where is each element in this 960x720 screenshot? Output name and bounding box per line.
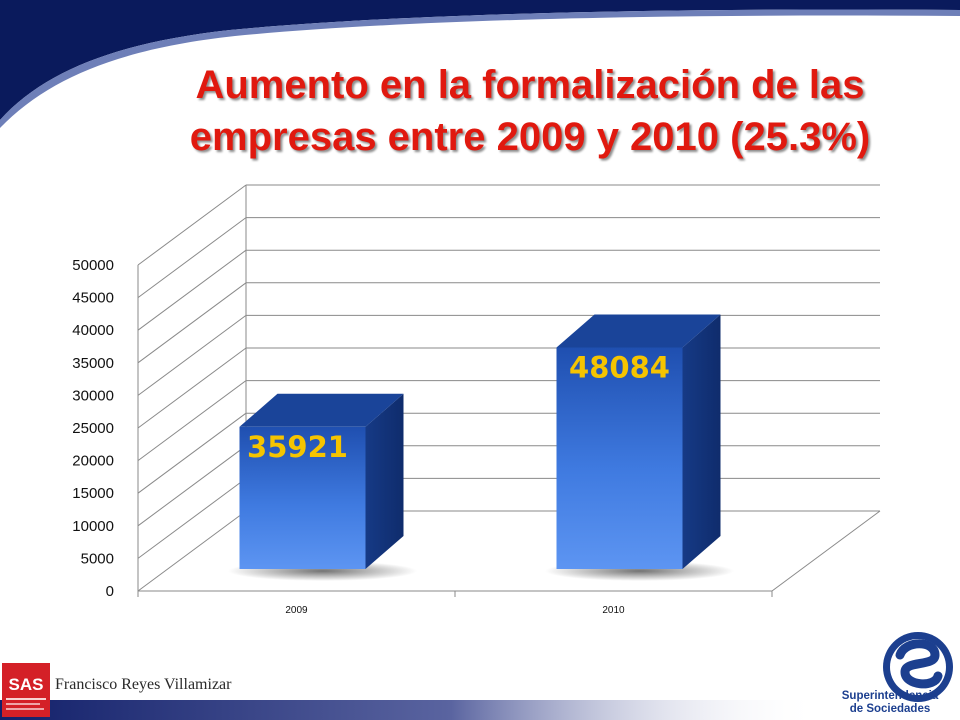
bar-top-face xyxy=(239,393,404,427)
chart-labels: 35921 48084 xyxy=(247,350,670,463)
superintendencia-logo xyxy=(883,632,953,702)
gridline-30000 xyxy=(137,314,880,396)
chart-bars xyxy=(228,314,734,581)
gridline-45000 xyxy=(137,217,880,299)
sas-logo-text: SAS xyxy=(9,675,44,694)
organization-name-line-2: de Sociedades xyxy=(849,703,931,715)
y-tick-label: 15000 xyxy=(72,485,114,502)
bar-top-face xyxy=(556,314,721,348)
gridline-35000 xyxy=(137,282,880,364)
y-tick-label: 10000 xyxy=(72,518,114,535)
x-tick-label-2009: 2009 xyxy=(285,605,308,616)
gridline-50000 xyxy=(137,184,880,266)
author-name: Francisco Reyes Villamizar xyxy=(55,676,232,693)
y-tick-label: 0 xyxy=(106,583,114,600)
gridline-0 xyxy=(137,510,247,592)
y-tick-label: 50000 xyxy=(72,257,114,274)
sas-logo: SAS xyxy=(2,663,50,717)
x-tick-label-2010: 2010 xyxy=(602,605,625,616)
slide-title-line-2: empresas entre 2009 y 2010 (25.3%) xyxy=(189,115,871,159)
y-tick-label: 5000 xyxy=(81,550,114,567)
y-tick-label: 30000 xyxy=(72,387,114,404)
bar-side-face xyxy=(682,314,721,569)
floor-right-edge xyxy=(771,510,881,592)
y-tick-label: 40000 xyxy=(72,322,114,339)
data-label-2010: 48084 xyxy=(569,350,670,384)
y-tick-label: 20000 xyxy=(72,453,114,470)
organization-name: Superintendencia de Sociedades xyxy=(820,690,960,716)
chart-axes: 0 5000 10000 15000 20000 25000 30000 35000 40000… xyxy=(72,257,773,616)
bar-2010 xyxy=(545,314,734,581)
gridline-25000 xyxy=(137,347,880,429)
bar-front-face xyxy=(556,347,683,569)
organization-name-line-1: Superintendencia xyxy=(841,690,939,702)
bar-2009 xyxy=(228,393,417,581)
decorative-swoosh xyxy=(0,0,960,128)
gridline-40000 xyxy=(137,249,880,331)
y-tick-label: 35000 xyxy=(72,355,114,372)
slide-title-line-1: Aumento en la formalización de las xyxy=(195,63,865,107)
y-tick-label: 45000 xyxy=(72,290,114,307)
y-tick-label: 25000 xyxy=(72,420,114,437)
bar-front-face xyxy=(239,426,366,569)
data-label-2009: 35921 xyxy=(247,430,348,464)
bar-side-face xyxy=(365,393,404,569)
footer-band xyxy=(0,700,820,720)
